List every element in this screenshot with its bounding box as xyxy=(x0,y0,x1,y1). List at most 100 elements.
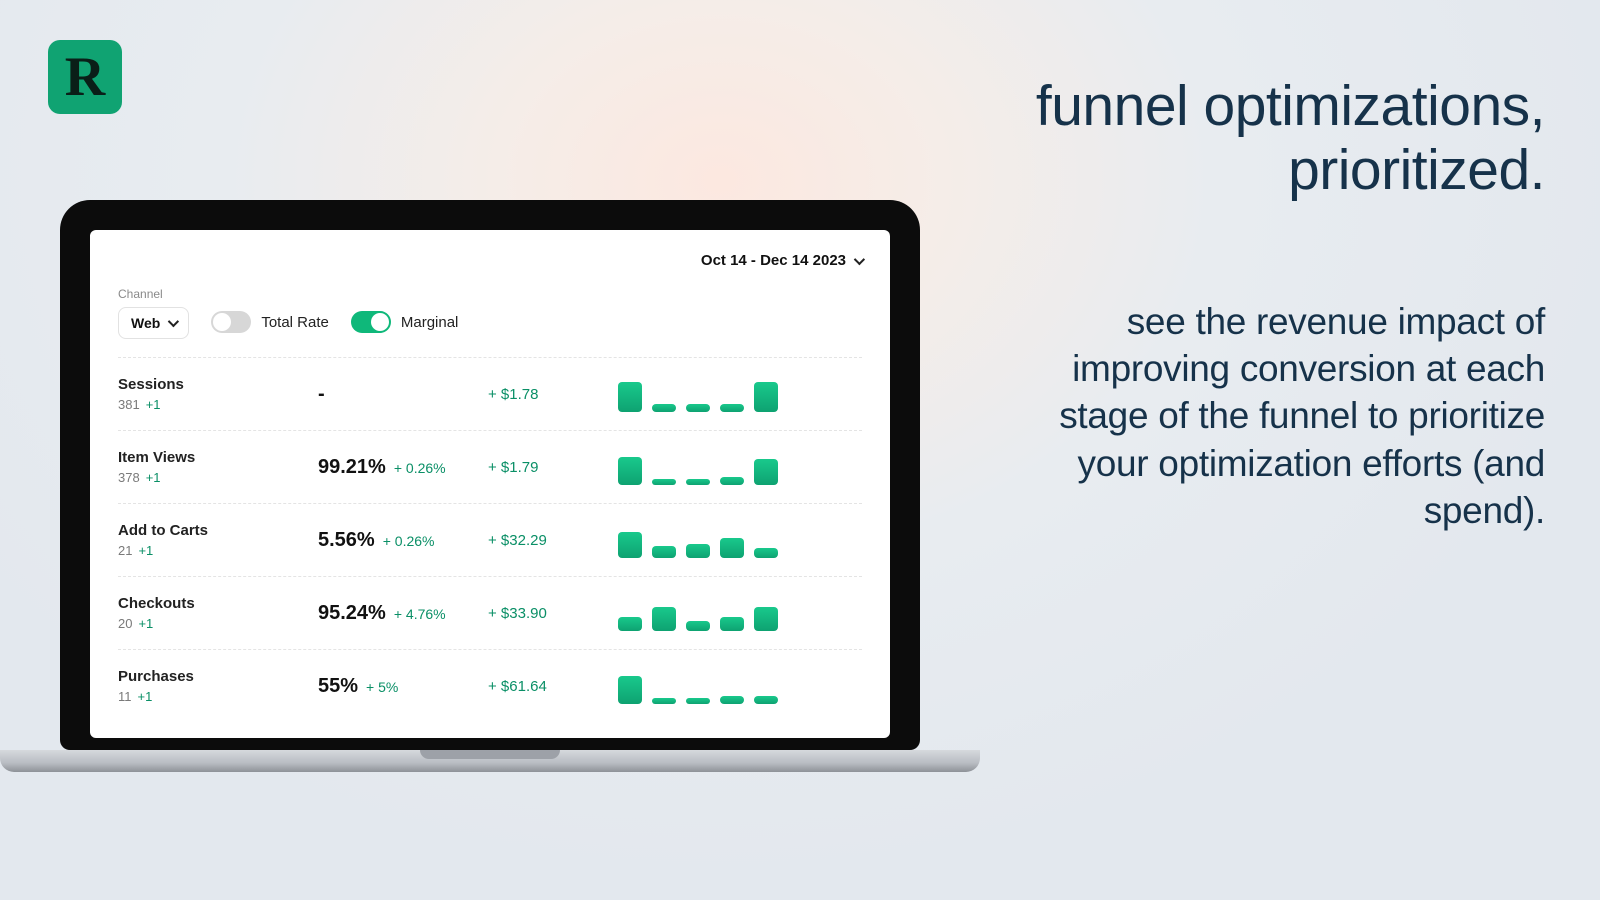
dashboard: Oct 14 - Dec 14 2023 Channel Web Total R… xyxy=(90,230,890,738)
sparkline-bar xyxy=(754,607,778,631)
date-range-picker[interactable]: Oct 14 - Dec 14 2023 xyxy=(118,252,862,269)
count-delta: +1 xyxy=(138,689,153,704)
conversion-rate-cell: - xyxy=(318,383,488,406)
headline-line-2: prioritized. xyxy=(985,139,1545,203)
count-value: 20 xyxy=(118,616,132,631)
headline-line-1: funnel optimizations, xyxy=(985,75,1545,139)
sparkline-bar xyxy=(686,621,710,631)
channel-filter-label: Channel xyxy=(118,287,189,301)
funnel-row: Purchases11+155%+ 5%+ $61.64 xyxy=(118,649,862,722)
brand-logo-letter: R xyxy=(65,45,105,109)
sparkline-bar xyxy=(720,538,744,558)
funnel-row-left: Item Views 378 +1 xyxy=(118,449,318,485)
sparkline-bar xyxy=(652,479,676,485)
funnel-stage-title: Purchases xyxy=(118,668,318,685)
sparkline-chart xyxy=(618,595,862,631)
sparkline-bar xyxy=(686,479,710,485)
toggle-switch-on xyxy=(351,311,391,333)
count-delta: +1 xyxy=(146,470,161,485)
funnel-row: Sessions 381 +1 - + $1.78 xyxy=(118,357,862,430)
sparkline-bar xyxy=(720,477,744,485)
sparkline-chart xyxy=(618,376,862,412)
conversion-rate: - xyxy=(318,383,325,406)
sparkline-bar xyxy=(618,532,642,558)
sparkline-bar xyxy=(686,544,710,558)
count-delta: +1 xyxy=(138,543,153,558)
channel-select-value: Web xyxy=(131,315,160,331)
sparkline-bar xyxy=(652,607,676,631)
sparkline-bar xyxy=(754,459,778,485)
sparkline-bar xyxy=(720,404,744,412)
sparkline-bar xyxy=(618,457,642,485)
conversion-rate-cell: 95.24%+ 4.76% xyxy=(318,602,488,625)
funnel-row: Item Views 378 +1 99.21% + 0.26% + $1.79 xyxy=(118,430,862,503)
sparkline-bar xyxy=(618,382,642,412)
revenue-impact: + $1.78 xyxy=(488,386,618,403)
funnel-stage-title: Item Views xyxy=(118,449,318,466)
filter-bar: Channel Web Total Rate Marginal xyxy=(118,287,862,339)
total-rate-label: Total Rate xyxy=(261,314,329,331)
funnel-row-left: Purchases 11 +1 xyxy=(118,668,318,704)
subheadline: see the revenue impact of improving conv… xyxy=(985,298,1545,535)
funnel-stage-title: Add to Carts xyxy=(118,522,318,539)
laptop-screen: Oct 14 - Dec 14 2023 Channel Web Total R… xyxy=(60,200,920,750)
chevron-down-icon xyxy=(168,316,179,327)
funnel-stage-count: 378 +1 xyxy=(118,470,318,485)
conversion-rate-delta: + 0.26% xyxy=(383,533,435,549)
count-delta: +1 xyxy=(138,616,153,631)
toggle-switch-off xyxy=(211,311,251,333)
count-value: 11 xyxy=(118,689,132,704)
sparkline-bar xyxy=(652,698,676,704)
sparkline-bar xyxy=(754,548,778,558)
conversion-rate: 55% xyxy=(318,675,358,698)
revenue-impact: + $32.29 xyxy=(488,532,618,549)
brand-logo: R xyxy=(48,40,122,114)
sparkline-bar xyxy=(652,404,676,412)
laptop-mockup: Oct 14 - Dec 14 2023 Channel Web Total R… xyxy=(60,200,980,772)
funnel-row-left: Add to Carts 21+1 xyxy=(118,522,318,558)
conversion-rate: 99.21% xyxy=(318,456,386,479)
conversion-rate-delta: + 0.26% xyxy=(394,460,446,476)
funnel-row-left: Sessions 381 +1 xyxy=(118,376,318,412)
count-value: 381 xyxy=(118,397,140,412)
sparkline-chart xyxy=(618,449,862,485)
sparkline-bar xyxy=(618,617,642,631)
count-value: 378 xyxy=(118,470,140,485)
funnel-stage-title: Sessions xyxy=(118,376,318,393)
channel-filter: Channel Web xyxy=(118,287,189,339)
sparkline-bar xyxy=(686,698,710,704)
sparkline-chart xyxy=(618,522,862,558)
marginal-toggle[interactable]: Marginal xyxy=(351,311,459,333)
sparkline-bar xyxy=(720,617,744,631)
marginal-label: Marginal xyxy=(401,314,459,331)
sparkline-bar xyxy=(652,546,676,558)
revenue-impact: + $33.90 xyxy=(488,605,618,622)
marketing-copy: funnel optimizations, prioritized. see t… xyxy=(985,75,1545,534)
funnel-stage-title: Checkouts xyxy=(118,595,318,612)
conversion-rate-cell: 5.56% + 0.26% xyxy=(318,529,488,552)
funnel-row-left: Checkouts 20 +1 xyxy=(118,595,318,631)
conversion-rate-delta: + 5% xyxy=(366,679,398,695)
total-rate-toggle[interactable]: Total Rate xyxy=(211,311,329,333)
funnel-row: Checkouts 20 +1 95.24%+ 4.76%+ $33.90 xyxy=(118,576,862,649)
date-range-label: Oct 14 - Dec 14 2023 xyxy=(701,252,846,269)
funnel-stage-count: 20 +1 xyxy=(118,616,318,631)
conversion-rate-cell: 55% + 5% xyxy=(318,675,488,698)
chevron-down-icon xyxy=(854,253,865,264)
sparkline-chart xyxy=(618,668,862,704)
funnel-stage-count: 381 +1 xyxy=(118,397,318,412)
funnel-stage-count: 21+1 xyxy=(118,543,318,558)
channel-select[interactable]: Web xyxy=(118,307,189,339)
revenue-impact: + $1.79 xyxy=(488,459,618,476)
conversion-rate: 95.24% xyxy=(318,602,386,625)
sparkline-bar xyxy=(720,696,744,704)
headline: funnel optimizations, prioritized. xyxy=(985,75,1545,203)
sparkline-bar xyxy=(754,696,778,704)
funnel-row: Add to Carts 21+15.56% + 0.26% + $32.29 xyxy=(118,503,862,576)
funnel-rows: Sessions 381 +1 - + $1.78 Item Views 378 +1 99.2… xyxy=(118,357,862,722)
sparkline-bar xyxy=(754,382,778,412)
conversion-rate: 5.56% xyxy=(318,529,375,552)
funnel-stage-count: 11 +1 xyxy=(118,689,318,704)
sparkline-bar xyxy=(686,404,710,412)
count-delta: +1 xyxy=(146,397,161,412)
